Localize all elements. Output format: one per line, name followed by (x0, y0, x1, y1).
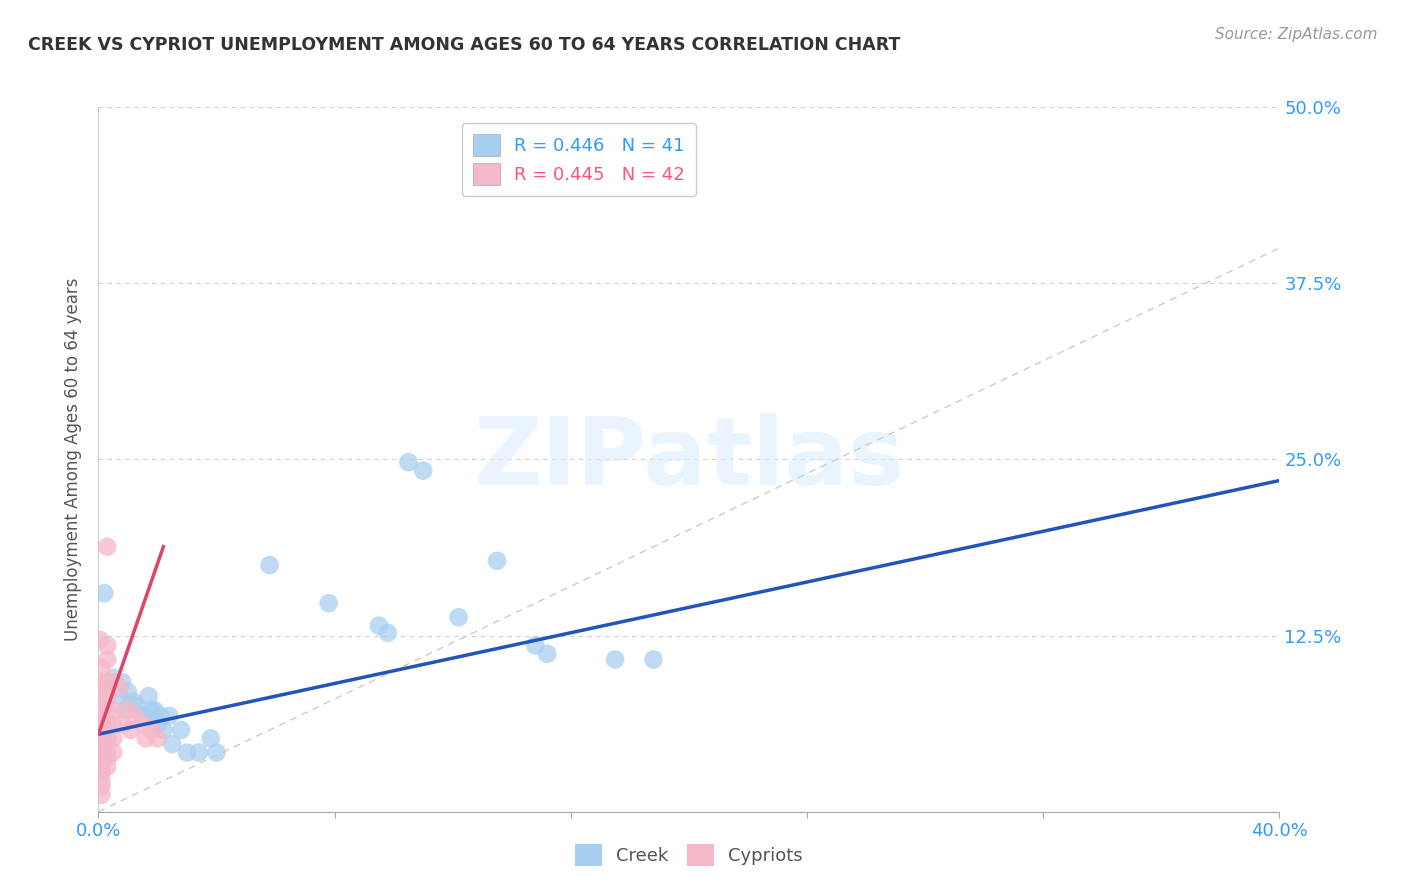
Point (143, 703, 166, 717)
Point (114, 703, 136, 717)
Point (90, 780, 112, 794)
Point (96, 751, 118, 765)
Point (96, 639, 118, 653)
Point (122, 709, 145, 723)
Point (152, 723, 174, 737)
Point (524, 639, 547, 653)
Point (103, 675, 125, 690)
Point (132, 717, 155, 731)
Point (108, 689, 131, 703)
Point (96, 746, 118, 760)
Legend: Creek, Cypriots: Creek, Cypriots (568, 837, 810, 873)
Point (89, 632, 111, 647)
Point (111, 717, 134, 731)
Point (90, 703, 112, 717)
Point (200, 731, 222, 746)
Point (643, 652, 665, 666)
Point (90, 709, 112, 723)
Point (398, 455, 420, 469)
Point (96, 540, 118, 554)
Point (146, 731, 169, 746)
Point (90, 675, 112, 690)
Point (90, 717, 112, 731)
Point (90, 765, 112, 780)
Point (90, 788, 112, 802)
Point (90, 720, 112, 734)
Point (103, 671, 125, 685)
Point (90, 737, 112, 751)
Point (93, 586, 115, 600)
Point (122, 695, 145, 709)
Text: CREEK VS CYPRIOT UNEMPLOYMENT AMONG AGES 60 TO 64 YEARS CORRELATION CHART: CREEK VS CYPRIOT UNEMPLOYMENT AMONG AGES… (28, 36, 900, 54)
Point (111, 675, 134, 690)
Point (90, 746, 112, 760)
Text: ZIPatlas: ZIPatlas (474, 413, 904, 506)
Point (447, 610, 470, 624)
Point (90, 695, 112, 709)
Point (103, 717, 125, 731)
Point (90, 773, 112, 788)
Point (368, 618, 391, 632)
Point (125, 699, 148, 714)
Y-axis label: Unemployment Among Ages 60 to 64 years: Unemployment Among Ages 60 to 64 years (65, 277, 83, 641)
Text: Source: ZipAtlas.com: Source: ZipAtlas.com (1215, 27, 1378, 42)
Point (90, 751, 112, 765)
Point (120, 723, 142, 737)
Point (103, 703, 125, 717)
Point (90, 731, 112, 746)
Point (90, 765, 112, 780)
Point (187, 746, 209, 760)
Point (103, 731, 125, 746)
Point (96, 731, 118, 746)
Point (96, 703, 118, 717)
Point (176, 746, 198, 760)
Point (96, 759, 118, 773)
Point (412, 464, 434, 478)
Point (96, 689, 118, 703)
Point (318, 596, 340, 610)
Point (605, 652, 627, 666)
Point (117, 703, 139, 717)
Point (93, 731, 115, 746)
Point (132, 709, 155, 723)
Point (138, 689, 160, 703)
Point (157, 709, 180, 723)
Point (135, 731, 157, 746)
Point (141, 703, 163, 717)
Point (536, 647, 558, 661)
Point (90, 746, 112, 760)
Point (162, 737, 183, 751)
Point (377, 625, 399, 640)
Point (170, 723, 193, 737)
Point (205, 746, 228, 760)
Point (117, 685, 139, 699)
Point (103, 746, 125, 760)
Point (149, 709, 172, 723)
Point (96, 675, 118, 690)
Point (96, 717, 118, 731)
Point (93, 746, 115, 760)
Point (96, 731, 118, 746)
Point (146, 717, 169, 731)
Point (141, 723, 163, 737)
Point (486, 554, 509, 568)
Point (108, 681, 131, 695)
Point (90, 661, 112, 675)
Point (90, 723, 112, 737)
Point (96, 652, 118, 666)
Point (259, 558, 281, 573)
Point (90, 759, 112, 773)
Point (90, 681, 112, 695)
